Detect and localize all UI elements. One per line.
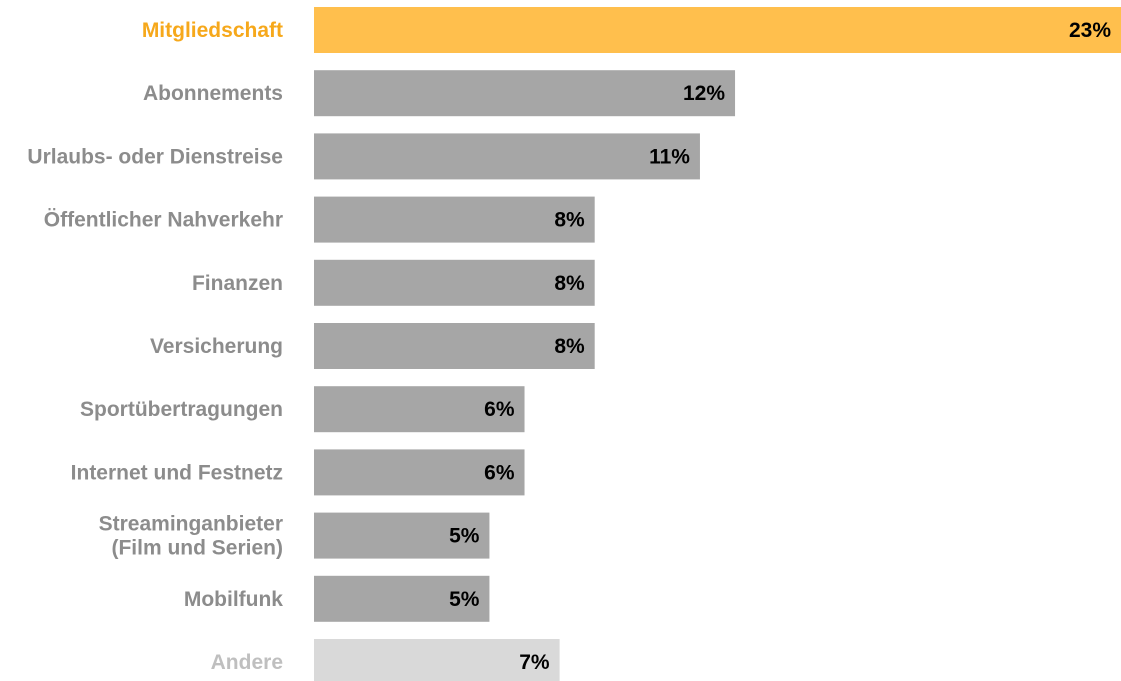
value-label: 6% <box>484 461 515 484</box>
category-label: Abonnements <box>143 82 283 105</box>
bar <box>314 639 560 681</box>
bar-row: Finanzen 8% <box>192 259 595 306</box>
bar <box>314 133 700 180</box>
bar <box>314 575 490 622</box>
bar-row: Öffentlicher Nahverkehr 8% <box>44 196 595 243</box>
value-label: 8% <box>554 209 585 232</box>
bar <box>314 323 595 369</box>
bar <box>314 386 525 433</box>
category-label: Andere <box>211 651 283 674</box>
value-label: 11% <box>649 145 690 168</box>
category-label: Versicherung <box>150 335 283 358</box>
bar-row: Mitgliedschaft 23% <box>142 7 1121 53</box>
bar-row: Versicherung 8% <box>150 323 595 369</box>
value-label: 12% <box>683 82 725 105</box>
bar-row: Internet und Festnetz 6% <box>71 449 525 496</box>
bar-row: Andere 7% <box>211 639 560 681</box>
bar-row: Sportübertragungen 6% <box>80 386 525 433</box>
value-label: 7% <box>519 651 550 674</box>
bar-row: Abonnements 12% <box>143 70 736 117</box>
category-label: Öffentlicher Nahverkehr <box>44 209 283 232</box>
value-label: 23% <box>1069 19 1111 42</box>
value-label: 8% <box>554 272 585 295</box>
bar-row: Streaminganbieter (Film und Serien) 5% <box>99 512 490 560</box>
category-label: Mobilfunk <box>184 588 283 611</box>
category-label: Mitgliedschaft <box>142 19 283 42</box>
bar <box>314 7 1121 53</box>
bar <box>314 70 736 117</box>
value-label: 5% <box>449 588 480 611</box>
bar-row: Mobilfunk 5% <box>184 575 490 622</box>
bar-row: Urlaubs- oder Dienstreise 11% <box>27 133 700 180</box>
bar <box>314 196 595 243</box>
category-label: Finanzen <box>192 272 283 295</box>
category-label: Urlaubs- oder Dienstreise <box>27 145 283 168</box>
category-label: Internet und Festnetz <box>71 461 283 484</box>
value-label: 6% <box>484 398 515 421</box>
bar <box>314 259 595 306</box>
value-label: 5% <box>449 525 480 548</box>
category-label: Sportübertragungen <box>80 398 283 421</box>
bar <box>314 512 490 559</box>
category-label: Streaminganbieter (Film und Serien) <box>99 513 283 560</box>
bar <box>314 449 525 496</box>
value-label: 8% <box>554 335 585 358</box>
